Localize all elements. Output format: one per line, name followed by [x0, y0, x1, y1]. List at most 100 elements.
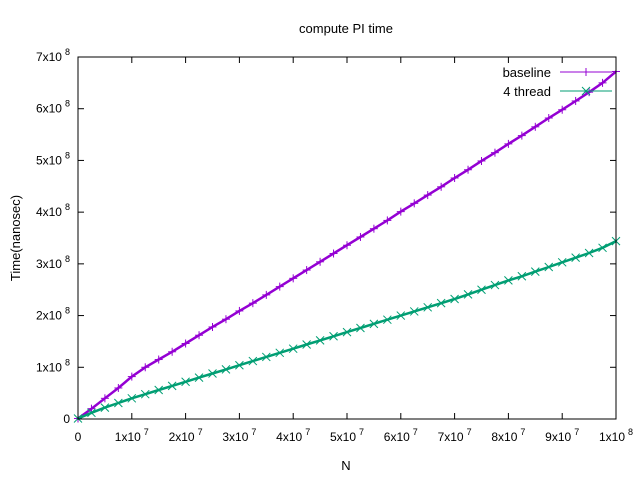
data-point [477, 156, 486, 165]
data-point [127, 393, 137, 403]
data-point [490, 280, 500, 290]
x-tick-label-mantissa: 1x10 [599, 430, 625, 444]
y-tick-label-exponent: 8 [65, 306, 70, 316]
y-tick-label: 5x10 8 [36, 150, 70, 167]
data-point [396, 311, 406, 320]
data-point [261, 352, 271, 362]
data-point [517, 271, 527, 281]
data-point [598, 243, 607, 253]
data-point [410, 199, 419, 208]
data-point [544, 114, 553, 123]
x-tick-label-mantissa: 0 [75, 430, 82, 444]
data-point [100, 403, 110, 412]
x-tick-label: 1x10 7 [115, 427, 149, 444]
legend-label: baseline [503, 65, 551, 80]
data-point [369, 224, 378, 233]
x-tick-label: 0 [75, 430, 82, 444]
y-axis-title: Time(nanosec) [8, 195, 23, 281]
data-point [342, 327, 352, 337]
data-point [154, 385, 164, 395]
series-layer [73, 67, 621, 423]
data-point [289, 274, 298, 283]
data-point [585, 88, 594, 97]
x-tick-label-mantissa: 7x10 [438, 430, 464, 444]
x-tick-label: 1x10 8 [599, 427, 633, 444]
y-tick-label-mantissa: 6x10 [36, 102, 62, 116]
data-point [221, 365, 231, 374]
x-tick-label-mantissa: 3x10 [222, 430, 248, 444]
data-point [531, 122, 540, 131]
x-tick-label-mantissa: 9x10 [545, 430, 571, 444]
x-tick-label-exponent: 7 [198, 427, 203, 437]
data-point [530, 267, 540, 276]
data-point [302, 266, 311, 275]
data-point [437, 182, 446, 191]
y-tick-label: 3x10 8 [36, 254, 70, 271]
x-tick-label-exponent: 8 [628, 427, 633, 437]
data-point [409, 307, 419, 316]
data-point [504, 276, 513, 285]
series-0 [74, 67, 620, 423]
data-point [584, 248, 594, 258]
data-point [423, 191, 432, 200]
data-point [181, 339, 190, 348]
data-point [248, 356, 258, 366]
y-tick-label-mantissa: 3x10 [36, 257, 62, 271]
data-point [100, 394, 109, 403]
y-tick-label: 1x10 8 [36, 357, 70, 374]
plot-frame [77, 56, 617, 420]
legend-marker [581, 86, 591, 96]
y-tick-label-exponent: 8 [65, 150, 70, 160]
data-point [262, 290, 271, 299]
y-tick-label: 0 [63, 412, 70, 426]
data-point [235, 306, 244, 315]
data-point [369, 319, 379, 329]
data-point [275, 282, 284, 291]
x-tick-label-exponent: 7 [467, 427, 472, 437]
data-point [194, 373, 204, 382]
data-point [544, 262, 554, 272]
y-tick-label-exponent: 8 [65, 357, 70, 367]
data-point [571, 253, 581, 263]
data-point [450, 174, 459, 183]
x-tick-label-mantissa: 4x10 [276, 430, 302, 444]
x-tick-label: 9x10 7 [545, 427, 579, 444]
data-point [113, 398, 123, 408]
data-point [423, 302, 433, 312]
data-point [87, 408, 96, 418]
x-tick-label-exponent: 7 [520, 427, 525, 437]
y-tick-label-mantissa: 0 [63, 412, 70, 426]
x-tick-label-exponent: 7 [144, 427, 149, 437]
y-tick-label: 6x10 8 [36, 99, 70, 116]
data-point [558, 105, 567, 114]
y-tick-label: 2x10 8 [36, 306, 70, 323]
x-tick-label-exponent: 7 [305, 427, 310, 437]
data-point [490, 148, 499, 157]
x-tick-label-mantissa: 2x10 [169, 430, 195, 444]
data-point [154, 355, 163, 364]
data-point [450, 294, 459, 304]
y-tick-label: 7x10 8 [36, 47, 70, 64]
data-point [504, 139, 513, 148]
data-point [208, 369, 217, 378]
data-point [329, 249, 338, 258]
x-axis: 0 1x10 7 2x10 7 3x10 7 4x10 7 5x10 7 6x10 7 7x10 7 8x10… [75, 57, 633, 444]
data-point [114, 383, 123, 392]
data-point [167, 381, 177, 391]
data-point [557, 257, 567, 267]
series-1 [73, 236, 621, 423]
legend-label: 4 thread [503, 84, 551, 99]
x-tick-label: 8x10 7 [491, 427, 525, 444]
data-point [396, 207, 405, 216]
y-tick-label: 4x10 8 [36, 202, 70, 219]
legend: baseline 4 thread [503, 65, 612, 99]
x-tick-label: 5x10 7 [330, 427, 364, 444]
x-tick-label: 3x10 7 [222, 427, 256, 444]
y-tick-label-mantissa: 4x10 [36, 205, 62, 219]
data-point [275, 348, 285, 358]
data-point [343, 241, 351, 250]
data-point [288, 344, 298, 354]
data-point [168, 347, 177, 356]
